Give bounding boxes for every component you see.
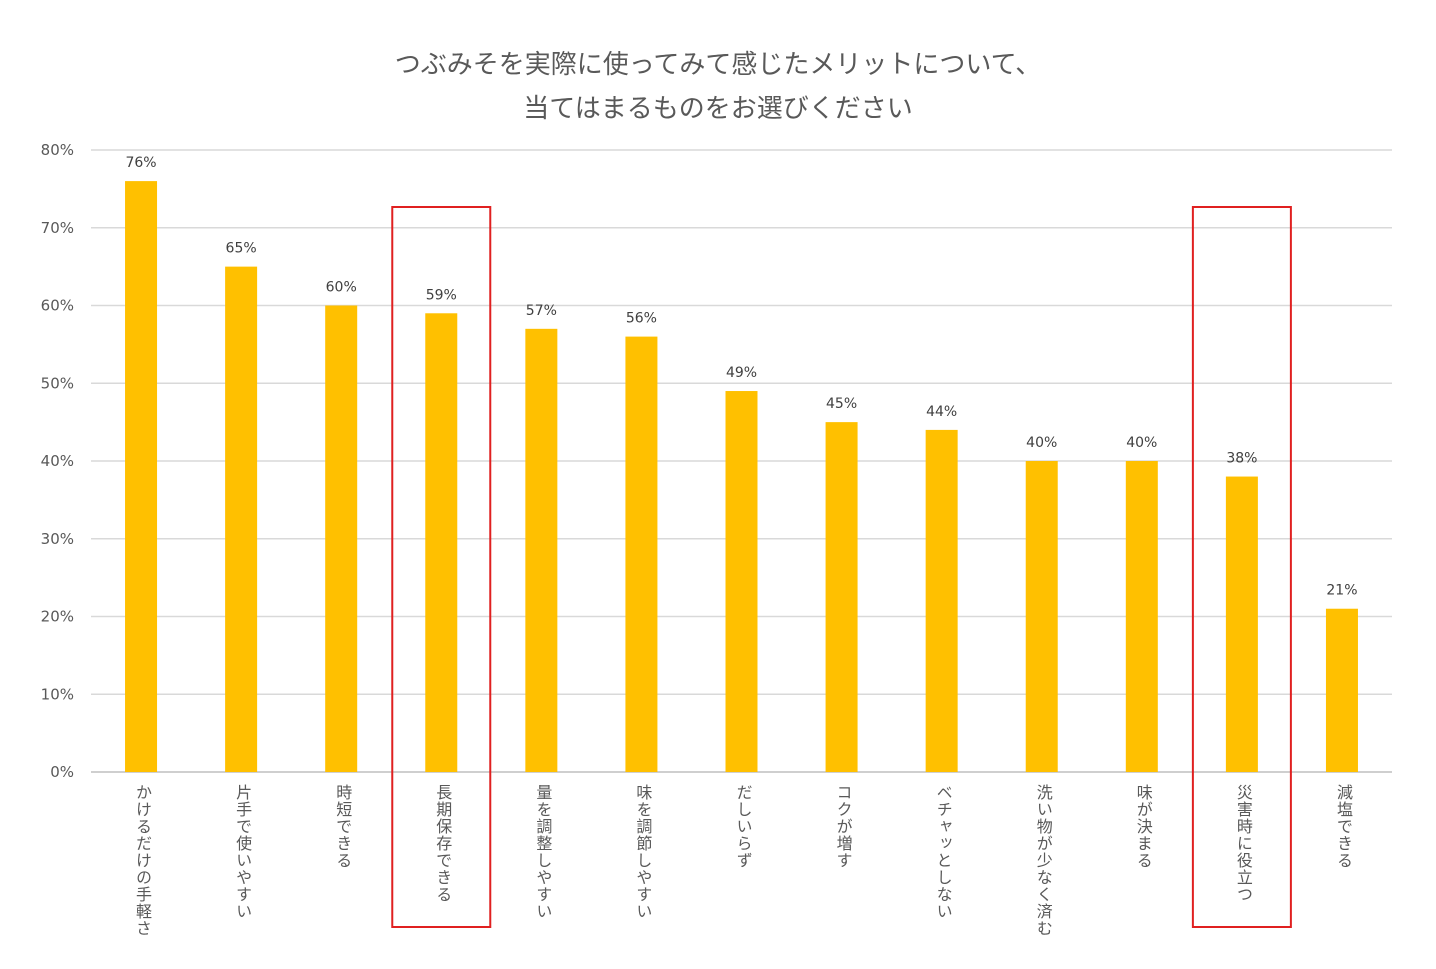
data-label: 21% (1326, 583, 1357, 599)
highlight-box (1191, 206, 1292, 928)
x-tick-label: 味を調節しやすい (633, 784, 653, 920)
bar (425, 313, 458, 772)
data-label: 45% (826, 396, 857, 412)
y-tick-label: 20% (41, 608, 74, 626)
data-label: 40% (1026, 435, 1057, 451)
bar (525, 328, 558, 772)
x-tick-label: 片手で使いやすい (233, 784, 253, 920)
bar (725, 391, 758, 772)
data-label: 56% (626, 311, 657, 327)
x-tick-label: 味が決まる (1133, 784, 1153, 869)
y-tick-label: 60% (41, 297, 74, 315)
chart-title-line-2: 当てはまるものをお選びください (523, 94, 913, 124)
x-tick-label: ベチャッとしない (933, 784, 953, 920)
y-tick-label: 10% (41, 685, 74, 703)
x-tick-label: だしいらず (733, 784, 753, 869)
bar (825, 422, 858, 772)
y-tick-label: 30% (41, 530, 74, 548)
data-label: 65% (226, 241, 257, 257)
bar (1225, 476, 1258, 772)
x-tick-label: かけるだけの手軽さ (133, 784, 153, 937)
x-tick-label: コクが増す (833, 784, 853, 869)
data-label: 38% (1226, 451, 1257, 467)
y-tick-label: 80% (41, 141, 74, 159)
highlight-box (391, 206, 492, 928)
bar (1025, 461, 1058, 772)
x-tick-label: 長期保存できる (433, 784, 453, 903)
bar (625, 336, 658, 772)
data-label: 59% (426, 287, 457, 303)
bar (1125, 461, 1158, 772)
data-label: 49% (726, 365, 757, 381)
y-tick-label: 70% (41, 219, 74, 237)
y-tick-label: 0% (50, 763, 74, 781)
data-label: 76% (125, 155, 156, 171)
bar (125, 181, 158, 773)
x-tick-label: 時短できる (333, 784, 353, 869)
data-label: 40% (1126, 435, 1157, 451)
x-tick-label: 量を調整しやすい (533, 784, 553, 920)
chart-title-line-1: つぶみそを実際に使ってみて感じたメリットについて、 (394, 50, 1042, 80)
data-label: 44% (926, 404, 957, 420)
data-label: 57% (526, 303, 557, 319)
bar (1325, 608, 1358, 772)
bar (925, 429, 958, 772)
bar (325, 305, 358, 772)
bar (225, 266, 258, 772)
y-tick-label: 50% (41, 374, 74, 392)
x-tick-label: 減塩できる (1333, 784, 1353, 869)
x-tick-label: 災害時に役立つ (1233, 784, 1253, 903)
x-tick-label: 洗い物が少なく済む (1033, 784, 1053, 937)
data-label: 60% (326, 280, 357, 296)
y-tick-label: 40% (41, 452, 74, 470)
